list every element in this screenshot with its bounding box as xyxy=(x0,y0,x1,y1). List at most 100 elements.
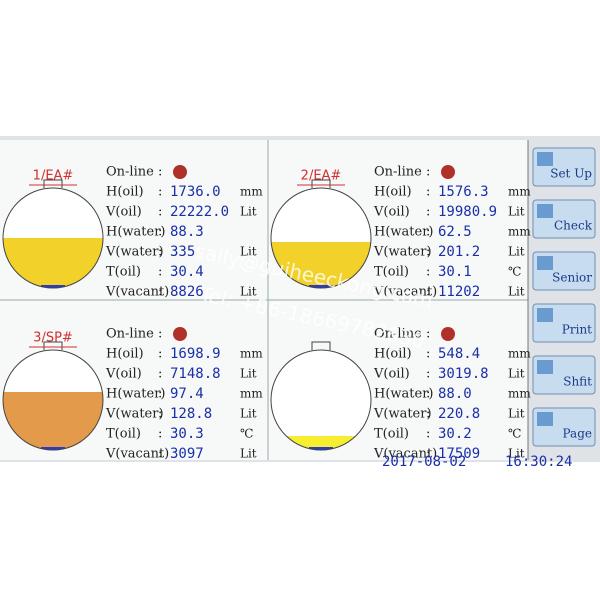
row-unit: Lit xyxy=(240,407,257,421)
tank-name: 3/SP# xyxy=(33,331,73,346)
colon: : xyxy=(158,225,162,240)
row-label: T(oil) xyxy=(374,427,409,442)
row-value: 128.8 xyxy=(170,406,212,422)
row-value: 335 xyxy=(170,244,195,260)
tank-neck xyxy=(311,341,331,350)
tank-name: 1/EA# xyxy=(33,169,74,184)
colon: : xyxy=(158,367,162,382)
row-value: 30.4 xyxy=(170,264,204,280)
row-unit: Lit xyxy=(240,447,257,461)
row-unit: mm xyxy=(508,225,531,239)
tank-neck xyxy=(43,179,63,188)
row-label: T(oil) xyxy=(106,265,141,280)
tank-outline xyxy=(270,349,372,451)
row-unit: Lit xyxy=(240,245,257,259)
row-value: 11202 xyxy=(438,284,480,300)
tank-outline xyxy=(2,187,104,289)
row-unit: Lit xyxy=(508,245,525,259)
row-unit: Lit xyxy=(508,407,525,421)
button-label[interactable]: Shfit xyxy=(563,375,592,389)
tank-water xyxy=(41,285,65,288)
row-label: H(oil) xyxy=(374,185,412,200)
colon: : xyxy=(426,407,430,422)
colon: : xyxy=(158,407,162,422)
colon: : xyxy=(426,225,430,240)
row-label: V(vacant) xyxy=(373,285,437,300)
row-value: 220.8 xyxy=(438,406,480,422)
row-label: H(water) xyxy=(106,225,166,240)
row-value: 17509 xyxy=(438,446,480,462)
row-value: 97.4 xyxy=(170,386,204,402)
row-label: H(water) xyxy=(374,225,434,240)
row-unit: mm xyxy=(508,347,531,361)
colon: : xyxy=(426,285,430,300)
row-value: 30.3 xyxy=(170,426,204,442)
colon: : xyxy=(158,205,162,220)
button-icon xyxy=(537,256,553,270)
row-label: V(water) xyxy=(105,245,164,260)
row-label: H(oil) xyxy=(106,185,144,200)
online-indicator xyxy=(441,327,455,341)
button-label[interactable]: Page xyxy=(563,427,592,441)
button-icon xyxy=(537,308,553,322)
colon: : xyxy=(158,165,162,180)
row-unit: mm xyxy=(508,387,531,401)
colon: : xyxy=(158,427,162,442)
button-icon xyxy=(537,152,553,166)
colon: : xyxy=(426,185,430,200)
tank-name: 2/EA# xyxy=(301,169,342,184)
colon: : xyxy=(426,327,430,342)
row-value: 88.0 xyxy=(438,386,472,402)
button-icon xyxy=(537,204,553,218)
row-label: V(water) xyxy=(373,245,432,260)
row-label: V(vacant) xyxy=(105,447,169,462)
button-label[interactable]: Set Up xyxy=(550,167,592,181)
row-label: V(oil) xyxy=(105,205,142,220)
bottom-bezel xyxy=(0,466,600,600)
tank-neck xyxy=(311,179,331,188)
row-label: V(oil) xyxy=(373,205,410,220)
button-icon xyxy=(537,412,553,426)
online-label: On-line xyxy=(106,327,154,342)
row-value: 62.5 xyxy=(438,224,472,240)
button-label[interactable]: Check xyxy=(554,219,593,233)
colon: : xyxy=(158,185,162,200)
row-value: 1698.9 xyxy=(170,346,221,362)
row-value: 3097 xyxy=(170,446,204,462)
row-unit: mm xyxy=(240,347,263,361)
colon: : xyxy=(426,367,430,382)
row-label: V(oil) xyxy=(105,367,142,382)
tank-water xyxy=(309,447,333,450)
row-label: H(oil) xyxy=(106,347,144,362)
row-label: T(oil) xyxy=(106,427,141,442)
row-unit: Lit xyxy=(240,367,257,381)
row-value: 22222.0 xyxy=(170,204,229,220)
row-unit: ℃ xyxy=(508,265,521,279)
row-unit: mm xyxy=(240,387,263,401)
row-label: H(oil) xyxy=(374,347,412,362)
button-label[interactable]: Print xyxy=(562,323,592,337)
row-label: H(water) xyxy=(374,387,434,402)
row-unit: mm xyxy=(240,185,263,199)
online-label: On-line xyxy=(374,327,422,342)
colon: : xyxy=(426,387,430,402)
online-label: On-line xyxy=(106,165,154,180)
row-value: 88.3 xyxy=(170,224,204,240)
colon: : xyxy=(158,387,162,402)
colon: : xyxy=(158,245,162,260)
row-value: 30.2 xyxy=(438,426,472,442)
row-label: V(water) xyxy=(373,407,432,422)
colon: : xyxy=(426,427,430,442)
tank-water xyxy=(41,447,65,450)
row-unit: Lit xyxy=(508,285,525,299)
colon: : xyxy=(426,205,430,220)
online-indicator xyxy=(173,327,187,341)
colon: : xyxy=(426,165,430,180)
row-value: 1576.3 xyxy=(438,184,489,200)
row-label: V(water) xyxy=(105,407,164,422)
row-unit: Lit xyxy=(240,285,257,299)
button-label[interactable]: Senior xyxy=(552,271,592,285)
colon: : xyxy=(158,265,162,280)
tank-outline xyxy=(2,349,104,451)
